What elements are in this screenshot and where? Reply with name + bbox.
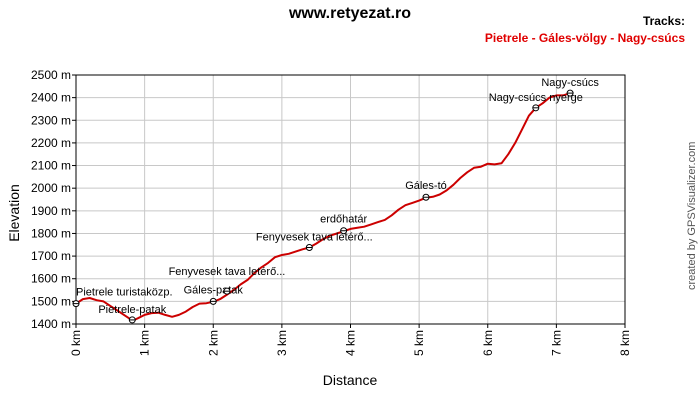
axes [72,74,626,328]
x-tick-label: 6 km [481,330,495,356]
y-tick-label: 1700 m [31,249,71,263]
x-tick-label: 0 km [69,330,83,356]
x-tick-label: 8 km [618,330,632,356]
y-tick-label: 2100 m [31,159,71,173]
y-tick-label: 1400 m [31,317,71,331]
y-tick-label: 2200 m [31,136,71,150]
waypoint-label: erdőhatár [320,214,367,226]
x-tick-label: 4 km [344,330,358,356]
y-tick-label: 1900 m [31,204,71,218]
x-axis-label: Distance [323,372,378,388]
y-tick-label: 1500 m [31,294,71,308]
waypoint: Nagy-csúcs nyerge [489,92,583,112]
waypoint: Pietrele turistaközp. [72,287,173,308]
waypoint-label: Pietrele-patak [98,304,166,316]
waypoint: Nagy-csúcs [541,77,599,97]
waypoint: Fenyvesek tava letérő... [169,266,286,295]
waypoint: Pietrele-patak [98,304,167,324]
waypoint: erdőhatár [320,214,368,235]
x-tick-label: 7 km [549,330,563,356]
waypoint-label: Gáles-tó [405,180,447,192]
y-tick-label: 2500 m [31,68,71,82]
grid [76,74,626,324]
waypoint: Gáles-tó [405,180,447,201]
x-tick-label: 3 km [275,330,289,356]
y-tick-label: 2400 m [31,91,71,105]
chart-title: www.retyezat.ro [288,5,412,22]
y-tick-label: 1600 m [31,272,71,286]
waypoint-label: Fenyvesek tava letérő... [169,266,286,278]
y-tick-label: 1800 m [31,226,71,240]
waypoint-label: Nagy-csúcs nyerge [489,92,583,104]
plot-frame [75,74,626,325]
waypoints-layer: Pietrele turistaközp. Pietrele-patak Gáles… [72,77,599,324]
x-tick-label: 5 km [412,330,426,356]
waypoint-label: Pietrele turistaközp. [76,287,173,299]
tracks-label: Tracks: [642,14,685,28]
y-tick-label: 2000 m [31,181,71,195]
waypoint-label: Nagy-csúcs [541,77,599,89]
waypoint: Fenyvesek tava letérő... [256,231,373,251]
track-name: Pietrele - Gáles-völgy - Nagy-csúcs [484,31,685,45]
x-tick-label: 2 km [206,330,220,356]
x-tick-label: 1 km [138,330,152,356]
waypoint-label: Gáles-patak [184,284,244,296]
y-tick-label: 2300 m [31,113,71,127]
y-axis-label: Elevation [6,184,22,242]
waypoint-label: Fenyvesek tava letérő... [256,231,373,243]
tick-labels: 1400 m 1500 m 1600 m 1700 m 1800 m 1900 m 2000… [31,68,632,356]
series-layer [75,92,571,321]
elevation-series-line [75,92,571,321]
